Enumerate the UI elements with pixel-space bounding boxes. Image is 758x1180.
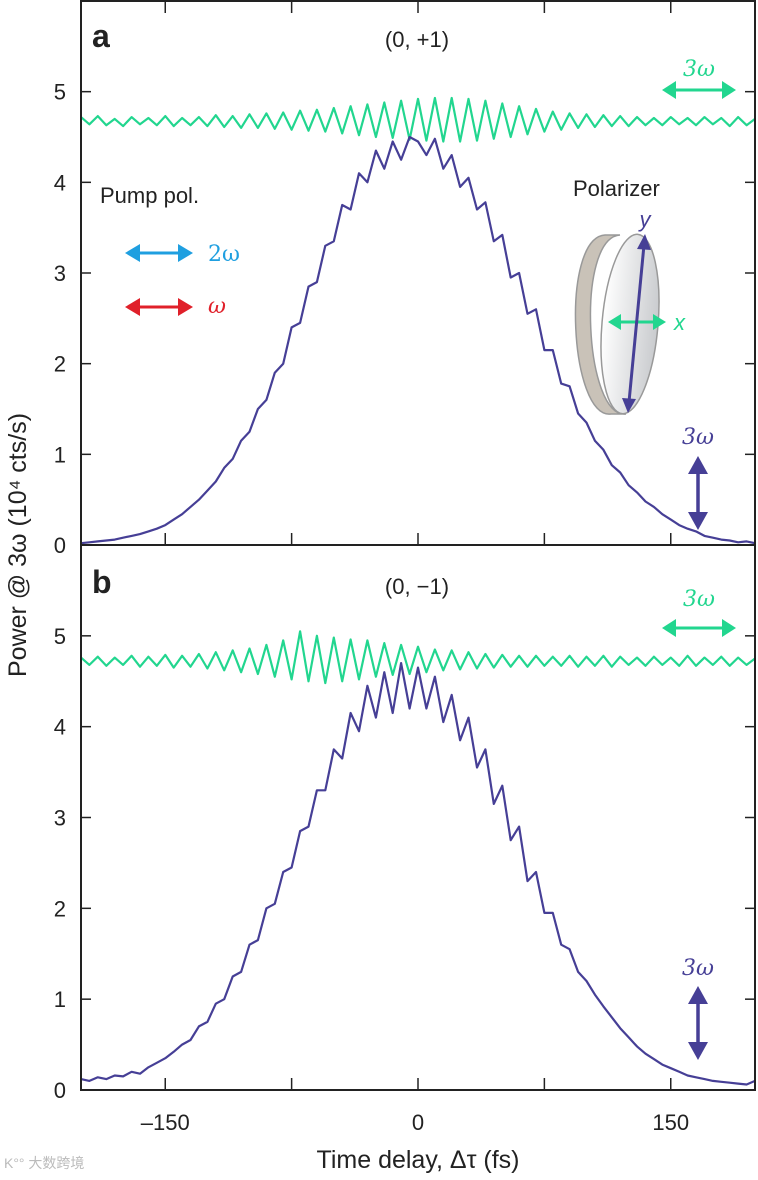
y-tick-label: 5 [54, 624, 66, 649]
y-axis-label: Power @ 3ω (10⁴ cts/s) [4, 413, 32, 677]
green-3w-label-a: 3ω [683, 57, 715, 82]
series-lines-a [80, 96, 756, 545]
y-tick-label: 1 [54, 442, 66, 467]
pump-pol-label: Pump pol. [100, 183, 199, 208]
y-tick-label: 2 [54, 896, 66, 921]
horizontal-arrow-icon [662, 81, 736, 99]
series-lines-b [80, 630, 756, 1086]
purple-3w-label-b: 3ω [682, 956, 714, 981]
y-tick-label: 5 [54, 80, 66, 105]
y-tick-label: 0 [54, 1078, 66, 1103]
y-tick-label: 1 [54, 987, 66, 1012]
y-tick-label: 4 [54, 715, 66, 740]
panel-a: 0 1 2 3 4 5 a (0, +1) 3ω Pump pol. 2ω ω Polar… [54, 0, 756, 558]
y-tick-label: 3 [54, 806, 66, 831]
fundamental-label: ω [208, 294, 226, 319]
x-tick-label: –150 [141, 1110, 190, 1135]
series-line-x-polarized [80, 630, 756, 685]
vertical-arrow-icon [688, 986, 708, 1060]
panel-title-a: (0, +1) [385, 27, 449, 52]
horizontal-arrow-icon [125, 244, 193, 262]
x-tick-label: 0 [412, 1110, 424, 1135]
vertical-arrow-icon [688, 456, 708, 530]
y-tick-label: 0 [54, 533, 66, 558]
purple-3w-label-a: 3ω [682, 425, 714, 450]
plot-frame-b [80, 544, 756, 1091]
polarizer-label: Polarizer [573, 176, 660, 201]
series-line-x-polarized [80, 96, 756, 143]
panel-title-b: (0, −1) [385, 574, 449, 599]
x-axis-label: Time delay, Δτ (fs) [317, 1146, 520, 1174]
panel-label-b: b [92, 564, 112, 600]
y-tick-label: 3 [54, 261, 66, 286]
series-line-y-polarized [80, 135, 756, 545]
y-tick-label: 4 [54, 170, 66, 195]
panel-label-a: a [92, 18, 110, 54]
watermark-logo: K°° 大数跨境 [4, 1155, 84, 1171]
x-tick-label: 150 [652, 1110, 689, 1135]
polarizer-disc-icon [574, 233, 666, 415]
green-3w-label-b: 3ω [683, 587, 715, 612]
horizontal-arrow-icon [662, 619, 736, 637]
polarizer-x-label: x [673, 310, 686, 335]
polarizer-y-label: y [638, 207, 653, 232]
horizontal-arrow-icon [125, 298, 193, 316]
panel-b: 0 1 2 3 4 5 b (0, −1) 3ω 3ω [54, 544, 756, 1103]
second-harmonic-label: 2ω [208, 242, 240, 267]
y-tick-label: 2 [54, 352, 66, 377]
axis-ticks-b: 0 1 2 3 4 5 [54, 624, 755, 1103]
series-line-y-polarized [80, 661, 756, 1086]
x-tick-labels: –150 0 150 [141, 1110, 689, 1135]
